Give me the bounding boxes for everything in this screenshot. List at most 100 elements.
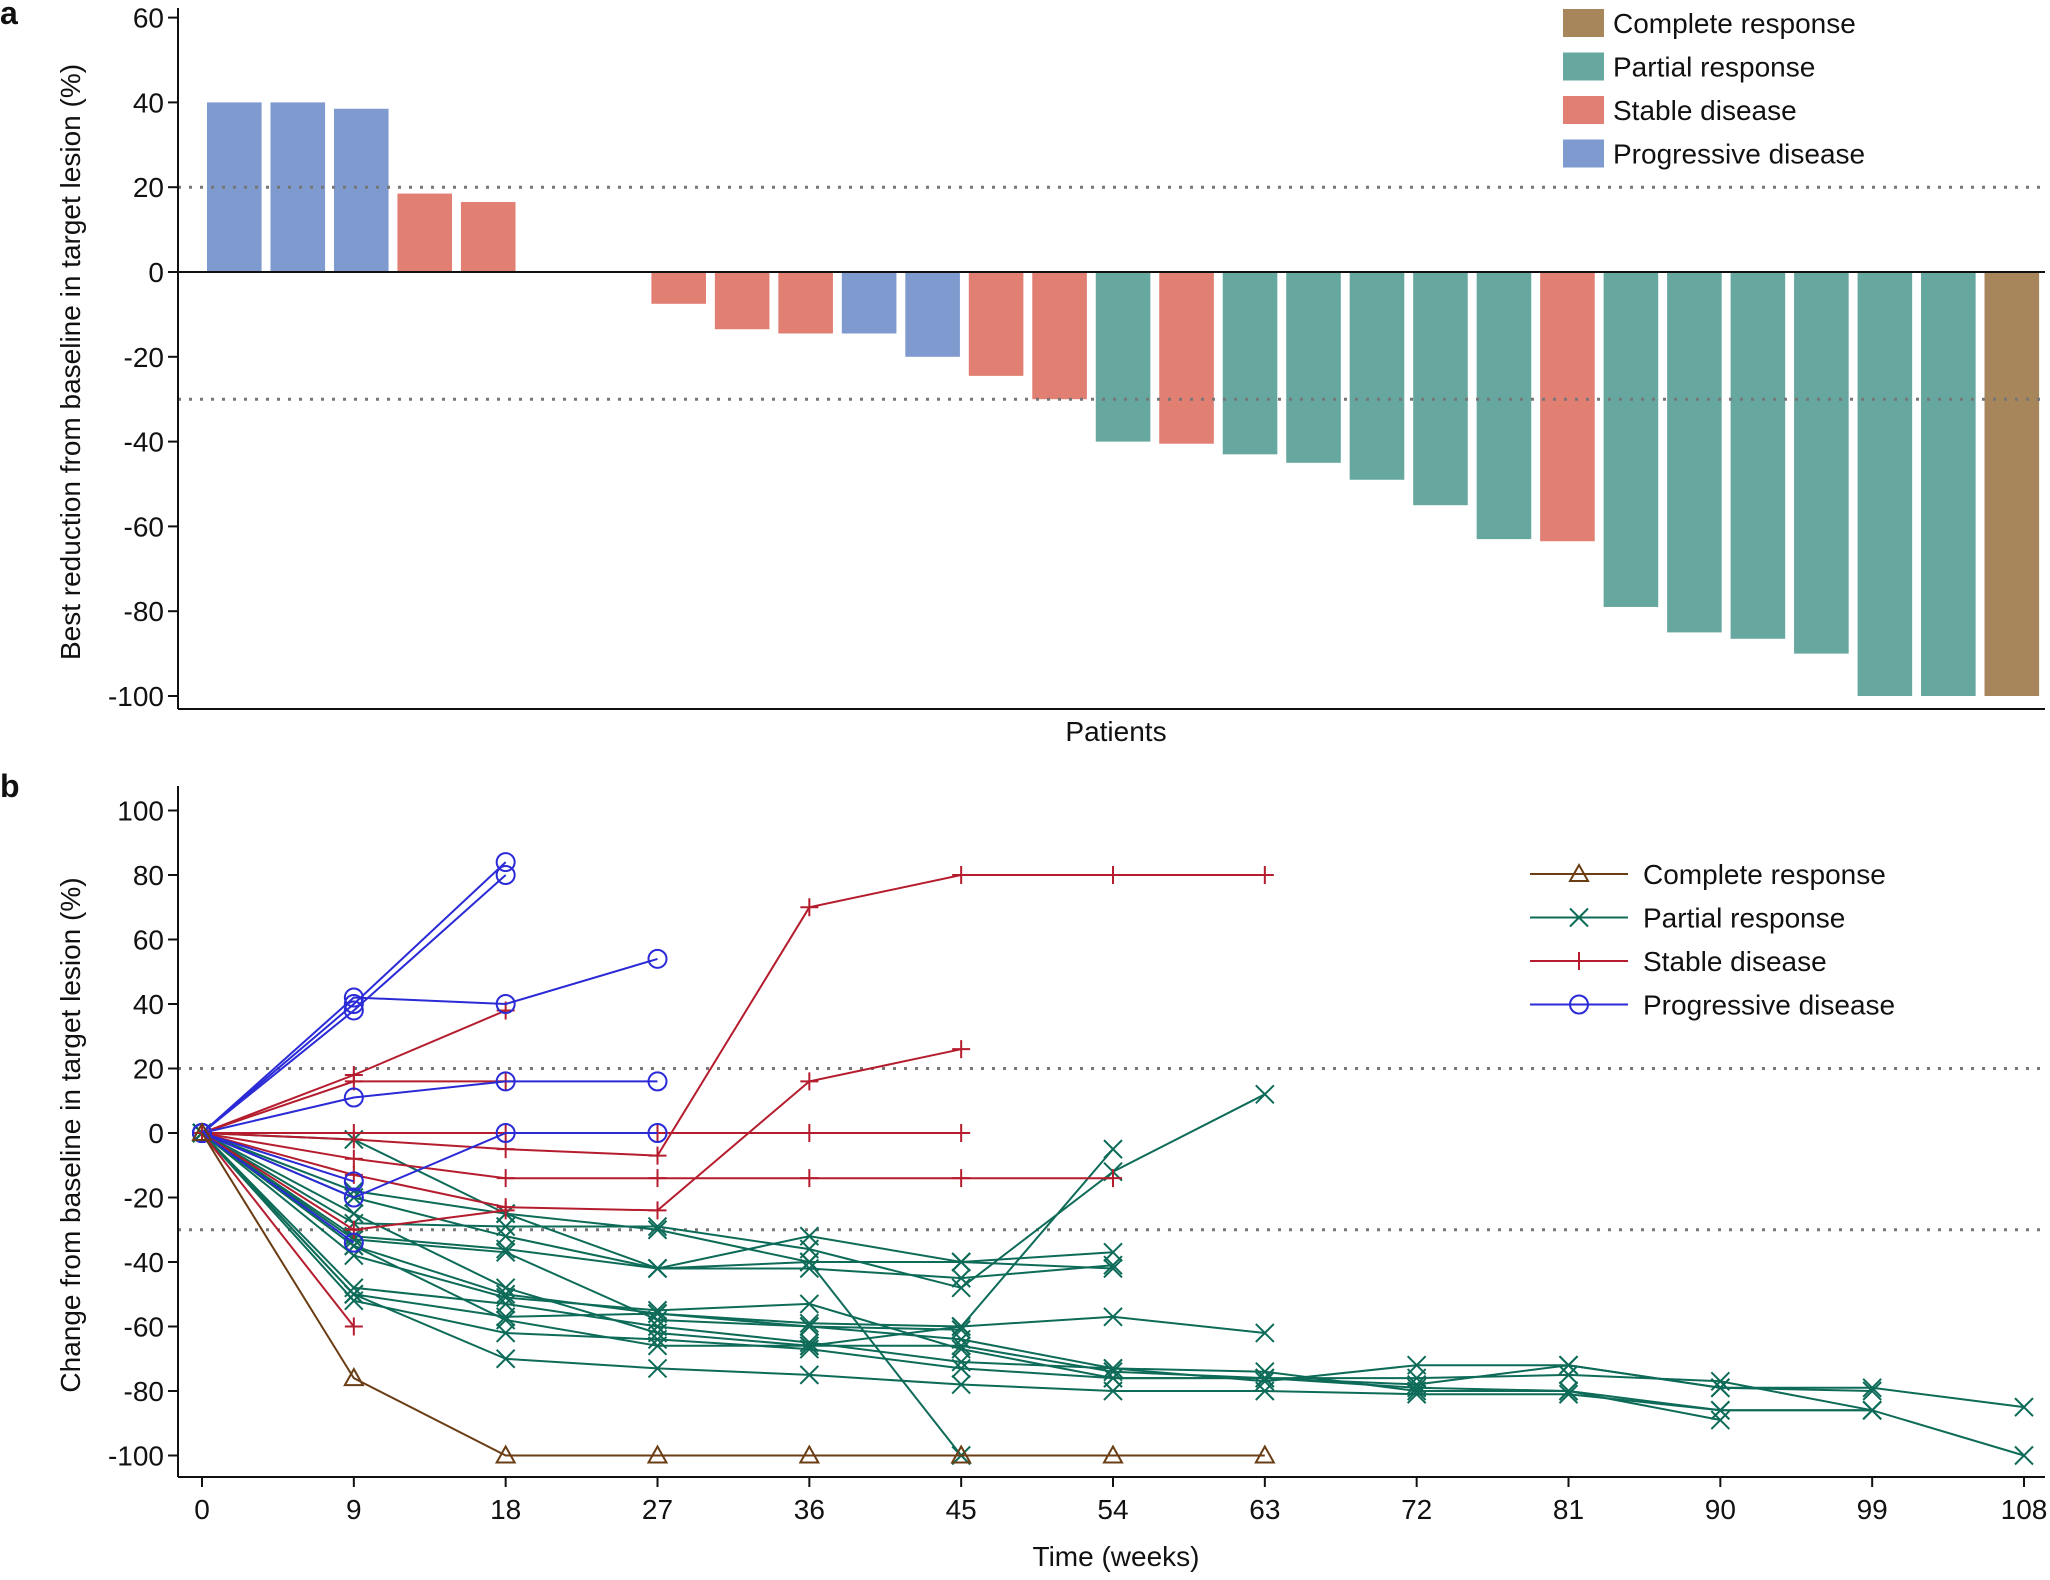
panel-b-marker-x — [495, 1307, 516, 1327]
panel-a-legend-label: Complete response — [1613, 8, 1856, 39]
panel-b-series-line — [201, 1132, 962, 1331]
panel-b-series-line — [201, 1048, 962, 1212]
panel-b-marker-x — [2014, 1397, 2034, 1417]
panel-b-marker-x — [495, 1278, 516, 1298]
panel-a-legend: Complete response Partial response Stable … — [1563, 8, 1865, 170]
panel-b-marker-plus — [1104, 866, 1122, 884]
panel-b-marker-plus — [496, 1140, 515, 1159]
panel-b-marker-plus — [648, 1169, 667, 1188]
panel-b-marker-x — [647, 1216, 668, 1237]
panel-b-marker-x — [344, 1290, 364, 1311]
panel-b-marker-x — [951, 1268, 971, 1288]
panel-b-marker-plus — [1570, 952, 1588, 970]
panel-b-marker-x — [951, 1278, 971, 1298]
panel-b-marker-plus — [952, 1040, 971, 1059]
panel-b-marker-x — [799, 1316, 820, 1337]
panel-b-marker-x — [1406, 1355, 1427, 1375]
panel-b-marker-x — [1103, 1361, 1123, 1382]
panel-b-marker-x — [799, 1313, 820, 1333]
panel-b-marker-x — [647, 1358, 668, 1379]
panel-a-legend-label: Partial response — [1613, 52, 1815, 83]
panel-b-marker-x — [1558, 1381, 1579, 1401]
panel-b-marker-x — [647, 1258, 668, 1279]
panel-b-marker-circle — [343, 1171, 364, 1192]
panel-a-bar — [1794, 272, 1849, 654]
panel-b-marker-x — [647, 1220, 668, 1240]
panel-b-marker-circle — [343, 994, 364, 1014]
panel-b-x-tick-label: 45 — [946, 1494, 977, 1525]
panel-b-marker-plus — [344, 1130, 363, 1149]
panel-b-marker-circle — [343, 1232, 364, 1253]
panel-a-legend-swatch — [1563, 139, 1604, 168]
panel-b-marker-circle — [495, 865, 516, 885]
panel-b-marker-triangle — [1102, 1444, 1124, 1464]
panel-b-y-tick-label: 80 — [133, 860, 164, 891]
panel-b-marker-x — [1103, 1307, 1123, 1327]
panel-b-marker-x — [799, 1294, 820, 1314]
panel-b-lines — [191, 852, 2034, 1466]
panel-b-series-line — [201, 861, 507, 1134]
panel-a-bar — [1349, 272, 1405, 480]
panel-b-x-tick-label: 99 — [1857, 1494, 1888, 1525]
panel-b-y-tick-label: 100 — [117, 796, 164, 827]
panel-b-x-tick-label: 72 — [1401, 1494, 1432, 1525]
panel-b-y-tick-label: 40 — [133, 989, 164, 1020]
panel-b-marker-x — [1862, 1400, 1882, 1421]
panel-a-bar — [778, 272, 833, 334]
panel-b-marker-triangle — [646, 1444, 669, 1464]
panel-a-bar — [1286, 272, 1341, 463]
panel-b-marker-circle — [495, 1071, 516, 1092]
panel-b-y-tick-label: 20 — [133, 1054, 164, 1085]
panel-b-marker-x — [799, 1365, 820, 1385]
panel-b-legend-label: Progressive disease — [1643, 990, 1895, 1021]
panel-b-marker-x — [1862, 1378, 1882, 1398]
panel-b-y-tick-label: 60 — [133, 925, 164, 956]
panel-a-bar — [1730, 272, 1786, 639]
panel-b-marker-x — [799, 1258, 820, 1279]
panel-b-marker-x — [495, 1242, 516, 1263]
panel-a-bar — [1540, 272, 1595, 542]
panel-a-y-tick-label: -40 — [124, 427, 164, 458]
panel-a-bar — [1032, 272, 1087, 400]
panel-b-marker-x — [495, 1349, 516, 1369]
panel-b-series-line — [201, 1132, 1873, 1412]
panel-a-bar — [1857, 272, 1913, 696]
panel-a-bar — [1413, 272, 1468, 506]
panel-b-marker-x — [647, 1336, 668, 1356]
panel-b-x-tick-label: 27 — [642, 1494, 673, 1525]
panel-b-marker-circle — [343, 1087, 364, 1108]
panel-a-bar — [841, 272, 897, 334]
panel-b-legend-label: Complete response — [1643, 859, 1886, 890]
panel-b-marker-x — [1558, 1355, 1579, 1375]
panel-b-series-SD — [193, 1040, 971, 1220]
panel-a-bar — [714, 272, 770, 330]
panel-a-bar — [1984, 272, 2040, 696]
panel-b-y-tick-label: 0 — [148, 1118, 164, 1149]
panel-b-marker-plus — [800, 1072, 819, 1091]
panel-b-marker-plus — [800, 1124, 819, 1142]
panel-b-marker-plus — [648, 1201, 667, 1220]
panel-a-axes: 60 40 20 0 -20 -40 -60 -80 -100 — [108, 3, 2045, 712]
panel-b-marker-triangle — [950, 1444, 972, 1464]
panel-a-legend-swatch — [1563, 9, 1604, 37]
panel-b-series-line — [201, 874, 1265, 1157]
panel-b-series-line — [201, 874, 507, 1134]
panel-b-marker-x — [1255, 1368, 1275, 1388]
panel-b-marker-triangle — [494, 1444, 517, 1464]
panel-b-series-SD — [193, 1001, 515, 1142]
panel-b-series-line — [201, 1132, 1873, 1392]
panel-a-y-tick-label: 40 — [133, 87, 164, 118]
panel-b-legend-label: Stable disease — [1643, 946, 1827, 977]
panel-b: b 100 80 60 40 20 0 -20 -40 -60 -80 -100 0 9 18 27 36 45… — [0, 768, 2047, 1572]
panel-a-y-tick-label: 0 — [148, 257, 164, 288]
panel-b-y-tick-label: -60 — [124, 1312, 164, 1343]
panel-b-marker-triangle — [798, 1444, 821, 1464]
panel-b-marker-x — [1255, 1371, 1275, 1392]
panel-b-marker-plus — [800, 1169, 819, 1188]
panel-b-series-line — [201, 1132, 658, 1199]
panel-a-label: a — [0, 0, 18, 31]
panel-b-marker-plus — [496, 1169, 515, 1188]
panel-b-marker-x — [1710, 1378, 1731, 1398]
panel-b-x-tick-label: 36 — [794, 1494, 825, 1525]
